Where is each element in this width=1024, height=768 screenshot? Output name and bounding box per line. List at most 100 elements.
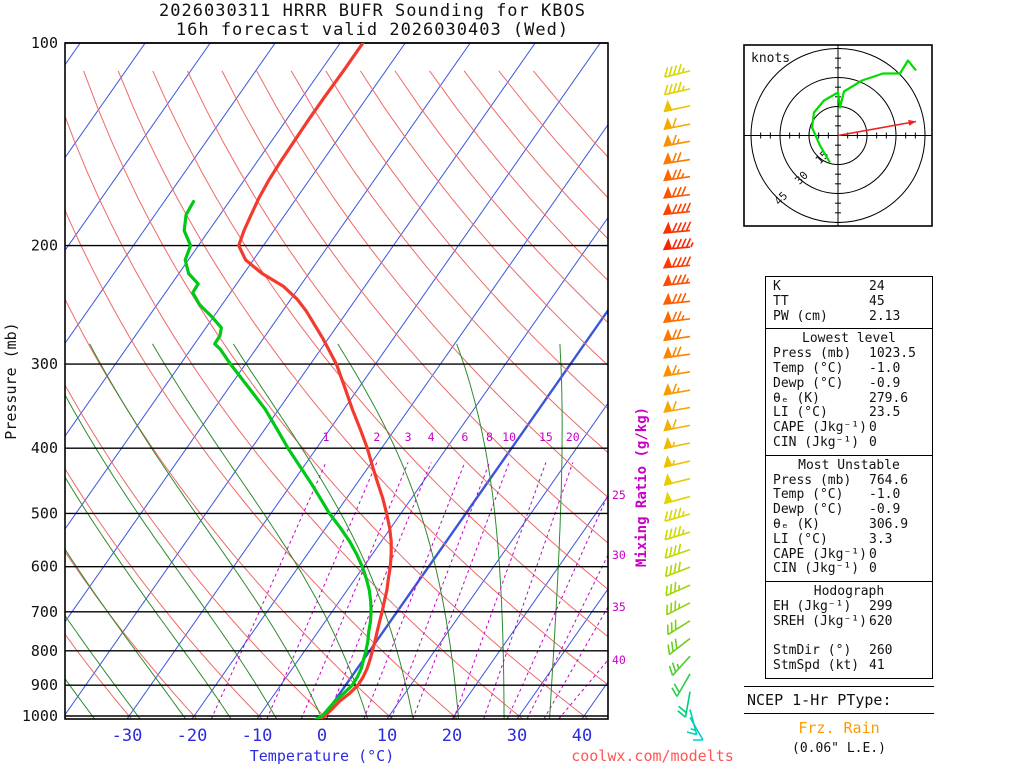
moist-adiabat-lines xyxy=(65,343,563,719)
wind-barb xyxy=(663,383,691,396)
stats-row-label: LI (°C) xyxy=(773,531,828,547)
temperature-tick-label: -30 xyxy=(112,726,143,746)
wind-barb xyxy=(663,418,691,432)
stats-row: Dewp (°C) -0.9 xyxy=(766,376,932,392)
wind-barb xyxy=(667,637,691,656)
stats-row-value: 24 xyxy=(869,279,885,294)
wind-barb xyxy=(663,328,691,342)
stats-section: Lowest level Press (mb) 1023.5 Temp (°C) -1.… xyxy=(766,328,932,454)
temperature-tick-label: 0 xyxy=(317,726,327,746)
wind-barb xyxy=(662,256,692,269)
mixing-ratio-value-label: 8 xyxy=(486,430,493,444)
wind-barb xyxy=(663,400,691,414)
hodograph-units-label: knots xyxy=(751,51,790,66)
mixing-ratio-labels: 1 2 3 4 6 8 10 15 20 25 30 35 40 xyxy=(323,430,626,667)
pressure-tick-label: 300 xyxy=(31,355,58,373)
wind-barb xyxy=(664,63,691,78)
stats-section-title: Hodograph xyxy=(813,584,885,600)
stats-row-value: 0 xyxy=(869,434,877,450)
mixing-ratio-axis-label: Mixing Ratio (g/kg) xyxy=(634,407,650,567)
stats-row: CIN (Jkg⁻¹) 0 xyxy=(766,434,932,451)
wind-barb xyxy=(686,709,698,736)
sounding-profiles xyxy=(182,43,393,719)
temperature-tick-label: 30 xyxy=(507,726,527,746)
stats-row-label: PW (cm) xyxy=(773,308,828,324)
mixing-ratio-value-label: 35 xyxy=(612,600,626,614)
pressure-tick-label: 700 xyxy=(31,603,58,621)
stats-row: SREH (Jkg⁻¹) 620 xyxy=(766,613,932,630)
stats-row: CAPE (Jkg⁻¹) 0 xyxy=(766,420,932,436)
wind-barb xyxy=(663,134,691,147)
stats-row-value: -1.0 xyxy=(869,487,901,503)
stats-row-value: 260 xyxy=(869,643,893,659)
stats-section-title: Most Unstable xyxy=(798,457,900,473)
pressure-tick-label: 800 xyxy=(31,642,58,660)
wind-barb xyxy=(663,455,691,468)
wind-barb xyxy=(663,346,691,359)
stats-row-label: CIN (Jkg⁻¹) xyxy=(773,561,860,577)
ptype-detail: (0.06" L.E.) xyxy=(792,741,886,756)
stats-section: Most Unstable Press (mb) 764.6 Temp (°C) -1.… xyxy=(766,454,932,581)
stats-row-label: Dewp (°C) xyxy=(773,502,844,518)
wind-barb xyxy=(689,717,704,741)
hodograph-trace xyxy=(810,59,917,164)
wind-barb xyxy=(663,491,691,505)
stats-row-label: K xyxy=(773,279,781,294)
stats-row: Temp (°C) -1.0 xyxy=(766,487,932,503)
ptype-block: NCEP 1-Hr PType: Frz. Rain (0.06" L.E.) xyxy=(744,686,934,756)
mixing-ratio-value-label: 40 xyxy=(612,653,626,667)
stats-row: StmSpd (kt) 41 xyxy=(766,658,932,674)
stats-section: K 24 TT 45 PW (cm) 2.13 xyxy=(766,277,932,328)
mixing-ratio-value-label: 10 xyxy=(502,430,516,444)
wind-barb xyxy=(665,581,691,597)
title-line-2: 16h forecast valid 2026030403 (Wed) xyxy=(175,20,570,40)
stats-row-label: Temp (°C) xyxy=(773,487,844,503)
stats-row-label: StmSpd (kt) xyxy=(773,658,860,674)
wind-barb xyxy=(664,525,691,541)
stats-section-title: Lowest level xyxy=(802,331,896,347)
stats-row-value: 1023.5 xyxy=(869,346,916,362)
stats-row-label: CIN (Jkg⁻¹) xyxy=(773,434,860,450)
stats-row-value: 0 xyxy=(869,561,877,577)
mixing-ratio-value-label: 6 xyxy=(461,430,468,444)
wind-barb xyxy=(662,274,691,287)
stats-row xyxy=(766,630,932,645)
wind-barb xyxy=(662,221,692,234)
wind-barb xyxy=(668,655,691,677)
chart-title: 2026030311 HRRR BUFR Sounding for KBOS 1… xyxy=(80,2,665,40)
wind-barb xyxy=(666,619,691,636)
stats-row-value: -0.9 xyxy=(869,502,901,518)
pressure-tick-label: 900 xyxy=(31,676,58,694)
wind-barb xyxy=(663,81,691,96)
stats-row: LI (°C) 23.5 xyxy=(766,405,932,421)
stats-row-label: SREH (Jkg⁻¹) xyxy=(773,613,867,629)
stats-row-value: 23.5 xyxy=(869,405,901,421)
mixing-ratio-value-label: 15 xyxy=(539,430,553,444)
pressure-tick-label: 600 xyxy=(31,558,58,576)
stats-row-value: 45 xyxy=(869,293,885,309)
wind-barb xyxy=(663,473,691,487)
temperature-tick-label: 40 xyxy=(572,726,592,746)
mixing-ratio-value-label: 25 xyxy=(612,488,626,502)
stats-row: Dewp (°C) -0.9 xyxy=(766,502,932,518)
wind-barb xyxy=(663,168,691,182)
mixing-ratio-value-label: 1 xyxy=(323,430,330,444)
wind-barb xyxy=(662,310,691,324)
pressure-tick-label: 1000 xyxy=(22,707,58,725)
temperature-tick-label: -10 xyxy=(242,726,273,746)
mixing-ratio-value-label: 3 xyxy=(405,430,412,444)
stats-row: K 24 xyxy=(766,279,932,295)
stats-row-value: 620 xyxy=(869,613,893,629)
pressure-tick-label: 200 xyxy=(31,237,58,255)
wind-barb-column xyxy=(662,63,704,741)
stats-row-label: θₑ (K) xyxy=(773,516,820,532)
wind-barb xyxy=(671,673,691,697)
storm-motion-arrow xyxy=(837,119,917,137)
pressure-tick-label: 100 xyxy=(31,34,58,52)
wind-barb xyxy=(662,237,694,251)
wind-barb xyxy=(664,507,691,522)
stats-row-value: 2.13 xyxy=(869,308,901,324)
stats-row: CIN (Jkg⁻¹) 0 xyxy=(766,561,932,577)
stats-row: θₑ (K) 279.6 xyxy=(766,391,932,407)
